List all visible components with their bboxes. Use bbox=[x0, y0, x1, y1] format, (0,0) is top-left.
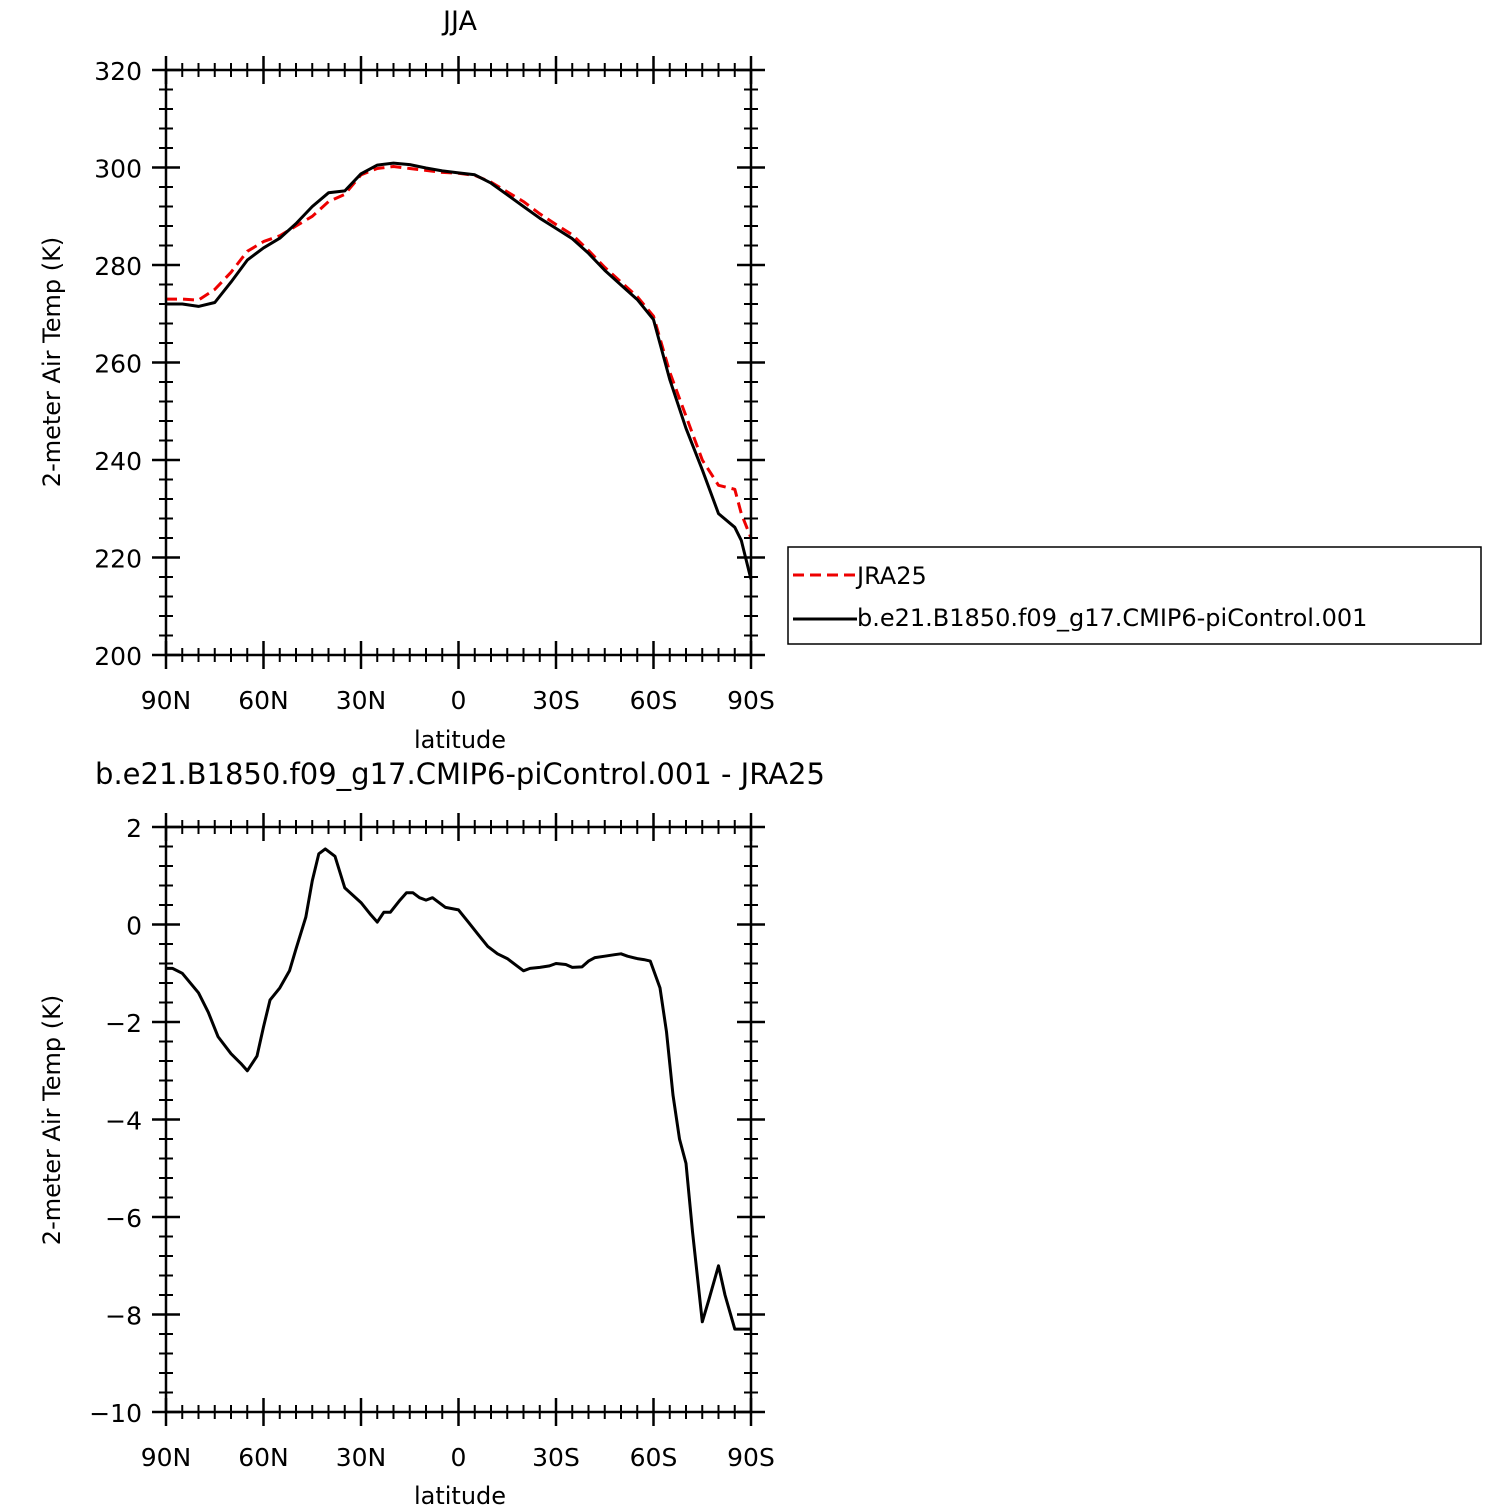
top-x-tick-label: 90S bbox=[727, 686, 775, 715]
legend-box bbox=[787, 546, 1482, 645]
bottom-y-tick-label: −8 bbox=[105, 1302, 142, 1331]
legend-label-jra25: JRA25 bbox=[855, 562, 927, 590]
bottom-series-line-1 bbox=[166, 847, 751, 1331]
top-series-line-2 bbox=[166, 161, 753, 580]
top-y-axis-label: 2-meter Air Temp (K) bbox=[38, 237, 66, 487]
legend-label-model: b.e21.B1850.f09_g17.CMIP6-piControl.001 bbox=[857, 604, 1367, 632]
bottom-x-axis-label: latitude bbox=[414, 1482, 506, 1510]
top-y-tick-label: 200 bbox=[94, 642, 142, 671]
bottom-y-tick-label: −2 bbox=[105, 1009, 142, 1038]
top-x-tick-label: 60N bbox=[238, 686, 289, 715]
top-x-tick-label: 30S bbox=[532, 686, 580, 715]
bottom-y-tick-label: −10 bbox=[89, 1399, 142, 1428]
top-x-axis-label: latitude bbox=[414, 726, 506, 754]
bottom-x-tick-label: 30N bbox=[336, 1443, 387, 1472]
bottom-chart-title: b.e21.B1850.f09_g17.CMIP6-piControl.001 … bbox=[95, 757, 825, 791]
top-x-tick-label: 90N bbox=[141, 686, 192, 715]
bottom-x-tick-label: 30S bbox=[532, 1443, 580, 1472]
bottom-x-tick-label: 90N bbox=[141, 1443, 192, 1472]
bottom-plot-frame bbox=[164, 825, 753, 1414]
top-series-layer bbox=[166, 161, 753, 580]
bottom-series-layer bbox=[166, 847, 751, 1331]
bottom-y-tick-label: 0 bbox=[126, 912, 142, 941]
top-y-tick-label: 300 bbox=[94, 155, 142, 184]
top-x-tick-label: 0 bbox=[451, 686, 467, 715]
bottom-panel: b.e21.B1850.f09_g17.CMIP6-piControl.001 … bbox=[38, 757, 825, 1510]
bottom-y-tick-label: −6 bbox=[105, 1204, 142, 1233]
top-y-tick-label: 280 bbox=[94, 252, 142, 281]
top-chart-title: JJA bbox=[441, 6, 477, 37]
bottom-x-tick-label: 0 bbox=[451, 1443, 467, 1472]
bottom-x-tick-label: 60S bbox=[630, 1443, 678, 1472]
bottom-y-axis-label: 2-meter Air Temp (K) bbox=[38, 995, 66, 1245]
top-x-tick-label: 60S bbox=[630, 686, 678, 715]
legend: JRA25 b.e21.B1850.f09_g17.CMIP6-piContro… bbox=[787, 546, 1482, 645]
bottom-x-tick-label: 60N bbox=[238, 1443, 289, 1472]
bottom-y-tick-label: −4 bbox=[105, 1107, 142, 1136]
bottom-x-tick-label: 90S bbox=[727, 1443, 775, 1472]
top-x-tick-label: 30N bbox=[336, 686, 387, 715]
top-y-tick-label: 260 bbox=[94, 350, 142, 379]
bottom-tick-layer: −10 −8 −6 −4 −2 0 2 90N 60N 30N 0 30S 60S 90S bbox=[89, 813, 775, 1472]
top-panel: JJA 200 220 240 260 280 300 320 90N 60N 30N 0 30S 60… bbox=[38, 6, 775, 754]
top-y-tick-label: 220 bbox=[94, 545, 142, 574]
bottom-y-tick-label: 2 bbox=[126, 814, 142, 843]
top-plot-frame bbox=[164, 68, 753, 657]
top-y-tick-label: 240 bbox=[94, 447, 142, 476]
top-y-tick-label: 320 bbox=[94, 57, 142, 86]
